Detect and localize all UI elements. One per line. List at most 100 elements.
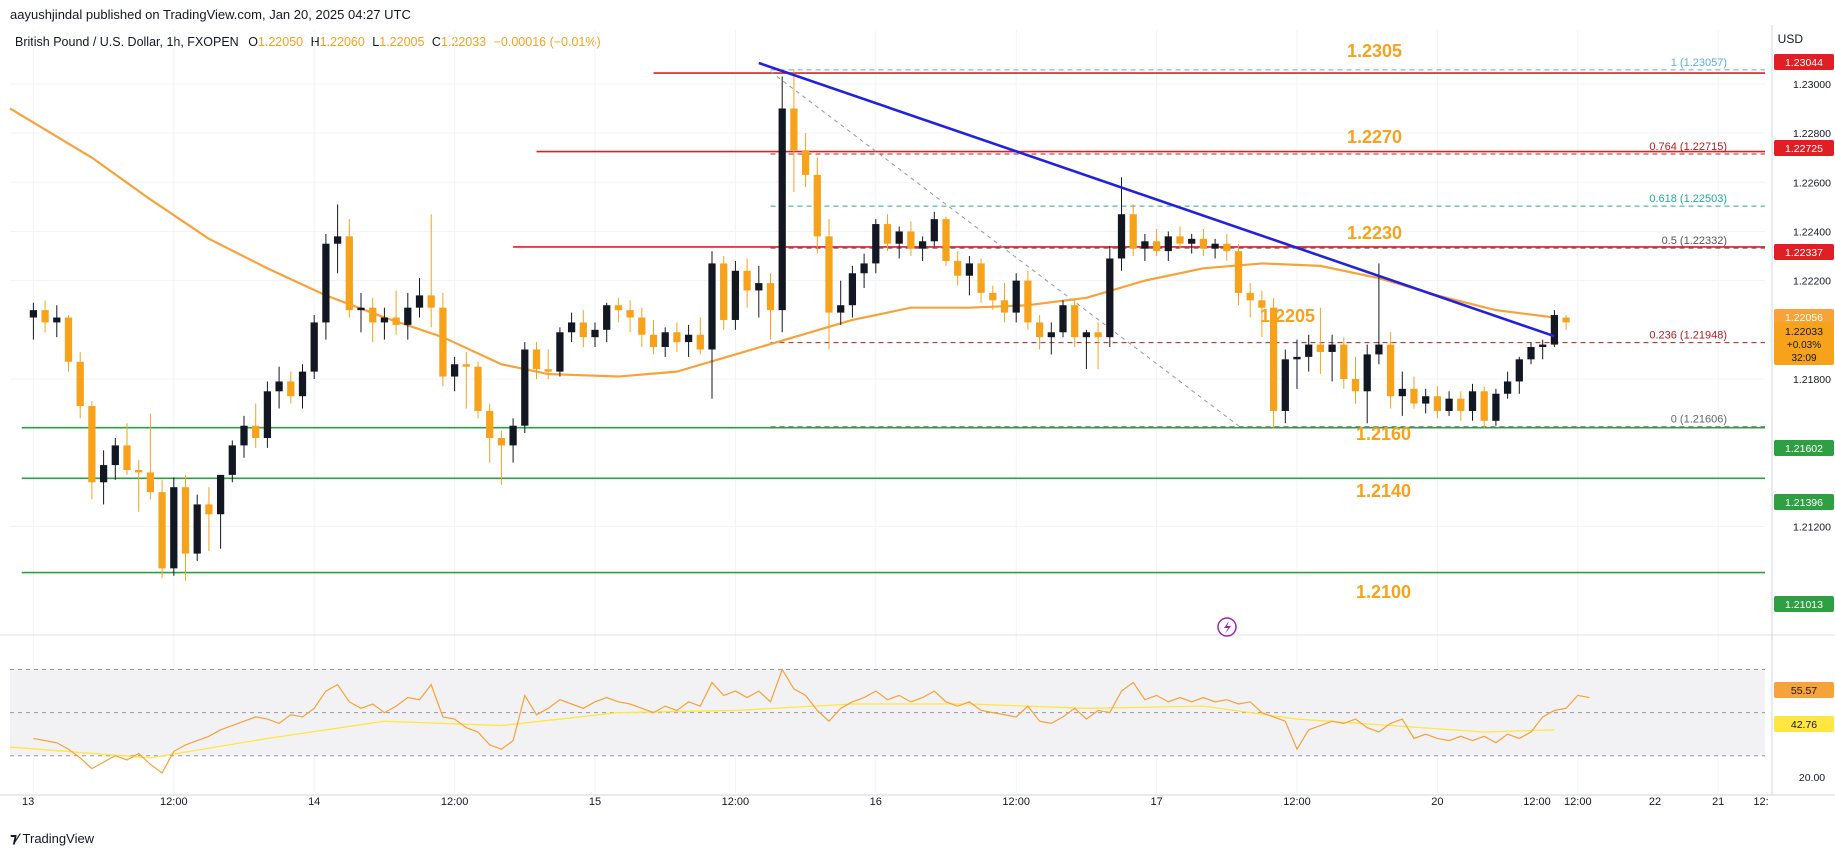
candle-body <box>989 292 997 301</box>
change-value: −0.00016 (−0.01%) <box>493 35 601 49</box>
fib-label: 0.236 (1.21948) <box>1649 330 1727 342</box>
candle-body <box>1082 332 1091 338</box>
candle-body <box>123 445 131 470</box>
candle-body <box>263 391 272 439</box>
price-tag-box <box>1774 440 1834 456</box>
rsi-ma-value-box <box>1774 716 1834 732</box>
candle-body <box>1012 280 1020 313</box>
candle-body <box>497 438 506 446</box>
candle-body <box>1539 344 1547 348</box>
candle-body <box>1503 381 1512 394</box>
candle-body <box>53 317 61 323</box>
level-label-1.2160: 1.2160 <box>1356 424 1411 444</box>
candle-body <box>146 472 155 493</box>
candle-body <box>1269 307 1278 411</box>
candle-body <box>462 364 470 367</box>
candle-body <box>1316 344 1325 352</box>
candle-body <box>521 349 529 426</box>
close-value: 1.22033 <box>440 35 487 49</box>
candle-body <box>41 310 49 323</box>
candle-body <box>1246 292 1254 301</box>
candle-body <box>1281 359 1289 411</box>
low-label: L <box>372 35 380 49</box>
time-axis[interactable]: 13 12:00 14 12:00 15 12:00 16 12:00 17 12:00 20 12:… <box>22 796 1769 808</box>
time-tick: 12:00 <box>441 796 469 808</box>
candle-body <box>743 270 751 291</box>
candle-body <box>1480 391 1488 421</box>
candle-body <box>1000 300 1009 313</box>
candle-body <box>1141 241 1149 249</box>
fibonacci-retracement[interactable]: 1 (1.23057) 0.764 (1.22715) 0.618 (1.22503… <box>770 57 1766 428</box>
fib-diagonal <box>770 71 1239 427</box>
candle-body <box>918 241 927 249</box>
candle-body <box>1351 378 1360 392</box>
candle-body <box>1433 396 1442 411</box>
rsi-value-box <box>1774 682 1834 698</box>
candle-body <box>696 334 704 350</box>
candle-body <box>1234 251 1243 293</box>
candle-body <box>1071 305 1079 338</box>
price-axis[interactable]: 1.23000 1.22800 1.22600 1.22400 1.22200 1.218… <box>1774 54 1834 784</box>
horizontal-levels[interactable] <box>21 72 1765 574</box>
candle-body <box>603 305 611 330</box>
candle-body <box>720 263 728 320</box>
price-tick: 1.21800 <box>1793 374 1831 386</box>
time-tick: 13 <box>22 796 34 808</box>
candle-body <box>111 445 119 466</box>
candle-body <box>380 317 389 323</box>
candle-body <box>450 364 459 377</box>
candle-body <box>1422 396 1430 404</box>
symbol-legend[interactable]: British Pound / U.S. Dollar, 1h, FXOPEN … <box>15 35 601 49</box>
price-tick: 1.22200 <box>1793 276 1831 288</box>
candle-body <box>170 487 178 569</box>
last-price-change: +0.03% <box>1787 340 1821 351</box>
fib-label: 1 (1.23057) <box>1671 57 1727 69</box>
candle-body <box>1164 236 1172 252</box>
fib-label: 0.5 (1.22332) <box>1662 235 1727 247</box>
rsi-pane <box>9 668 1765 774</box>
currency-label[interactable]: USD <box>1777 32 1803 46</box>
price-tag-1.21602: 1.21602 <box>1785 443 1823 455</box>
price-tick: 1.23000 <box>1793 79 1831 91</box>
candle-body <box>298 371 307 397</box>
candle-body <box>1398 388 1406 397</box>
candle-body <box>825 236 833 313</box>
price-tag-1.22056: 1.22056 <box>1785 312 1823 324</box>
time-tick: 14 <box>308 796 320 808</box>
candle-body <box>532 349 541 370</box>
candle-body <box>1457 398 1465 411</box>
candle-body <box>942 219 950 261</box>
time-tick: 15 <box>589 796 601 808</box>
candle-body <box>474 366 482 411</box>
candle-body <box>1445 398 1453 411</box>
candle-body <box>1375 344 1383 355</box>
candle-body <box>977 263 985 293</box>
candle-body <box>731 270 740 320</box>
candle-body <box>954 260 962 276</box>
candle-body <box>1035 322 1044 338</box>
candle-body <box>813 174 821 237</box>
candle-body <box>766 283 775 311</box>
candle-body <box>1562 317 1570 323</box>
candle-body <box>1117 214 1126 259</box>
tradingview-logo-icon: ⁊⁄ <box>10 830 18 846</box>
time-tick: 12:00 <box>722 796 750 808</box>
trendline-group[interactable]: 1.2205 <box>758 61 1555 338</box>
level-label-1.2140: 1.2140 <box>1356 481 1411 501</box>
candle-body <box>1094 332 1102 338</box>
candle-body <box>673 332 681 343</box>
price-tag-1.23044: 1.23044 <box>1785 57 1823 69</box>
candle-body <box>556 332 564 372</box>
fib-label: 0.764 (1.22715) <box>1649 141 1727 153</box>
candle-body <box>1024 280 1032 323</box>
candle-body <box>205 504 213 515</box>
tradingview-logo[interactable]: ⁊⁄ TradingView <box>10 830 94 847</box>
candle-body <box>240 425 248 446</box>
candle-body <box>193 504 201 554</box>
trendline <box>758 61 1555 338</box>
symbol-name[interactable]: British Pound / U.S. Dollar, 1h, FXOPEN <box>15 35 239 49</box>
price-tick: 1.22800 <box>1793 128 1831 140</box>
candle-body <box>228 445 236 475</box>
tradingview-brand: TradingView <box>22 831 95 846</box>
